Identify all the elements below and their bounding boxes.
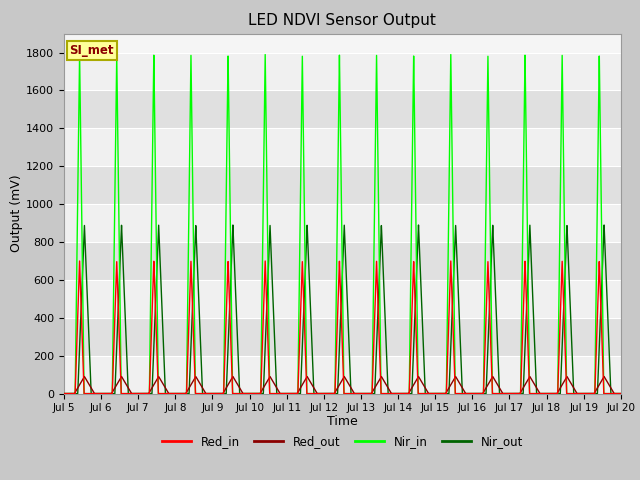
Nir_out <box>229 222 237 228</box>
Bar <box>64 356 621 394</box>
Nir_out <box>588 391 595 396</box>
Title: LED NDVI Sensor Output: LED NDVI Sensor Output <box>248 13 436 28</box>
Bar <box>64 90 621 128</box>
Nir_out <box>170 391 177 396</box>
Red_in <box>76 258 83 264</box>
Bar <box>64 280 621 318</box>
Red_in <box>60 391 68 396</box>
Bar <box>64 128 621 166</box>
Bar <box>64 242 621 280</box>
Text: SI_met: SI_met <box>70 44 114 58</box>
Bar <box>64 166 621 204</box>
Bar <box>64 52 621 90</box>
Nir_out <box>617 391 625 396</box>
Red_in <box>332 353 340 359</box>
Nir_out <box>83 288 91 294</box>
Red_out <box>63 391 70 396</box>
Red_out <box>83 378 91 384</box>
Red_out <box>60 391 68 396</box>
Nir_in <box>588 391 595 396</box>
Line: Nir_out: Nir_out <box>64 225 621 394</box>
Legend: Red_in, Red_out, Nir_in, Nir_out: Red_in, Red_out, Nir_in, Nir_out <box>157 430 528 453</box>
Nir_in <box>170 391 177 396</box>
Nir_out <box>93 391 101 396</box>
Nir_out <box>60 391 68 396</box>
Red_out <box>229 373 237 379</box>
Red_in <box>170 391 177 396</box>
Nir_in <box>617 391 625 396</box>
Nir_in <box>76 52 83 58</box>
Nir_out <box>63 391 70 396</box>
Line: Red_out: Red_out <box>64 376 621 394</box>
Line: Red_in: Red_in <box>64 261 621 394</box>
Red_in <box>588 391 595 396</box>
Red_out <box>617 391 625 396</box>
Red_out <box>170 391 177 396</box>
Bar <box>64 204 621 242</box>
Bar <box>64 318 621 356</box>
X-axis label: Time: Time <box>327 415 358 428</box>
Red_out <box>93 391 101 396</box>
Nir_in <box>63 391 70 396</box>
Nir_out <box>332 391 340 396</box>
Red_out <box>332 387 340 393</box>
Nir_in <box>60 391 68 396</box>
Red_in <box>83 391 91 396</box>
Nir_in <box>83 391 91 396</box>
Red_in <box>617 391 625 396</box>
Line: Nir_in: Nir_in <box>64 55 621 394</box>
Red_in <box>93 391 101 396</box>
Red_out <box>588 391 595 396</box>
Y-axis label: Output (mV): Output (mV) <box>10 175 24 252</box>
Nir_in <box>93 391 101 396</box>
Nir_in <box>332 294 340 300</box>
Red_in <box>63 391 70 396</box>
